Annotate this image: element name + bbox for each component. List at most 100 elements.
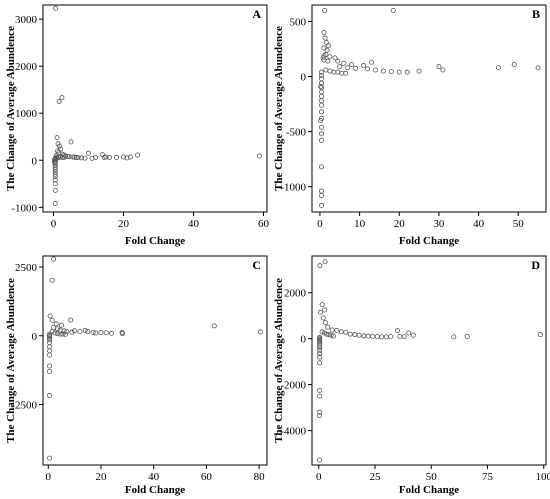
- panel-a-data-point: [61, 154, 67, 160]
- panel-a-data-point: [52, 169, 58, 175]
- panel-c-data-point: [72, 328, 78, 334]
- panel-d-data-point: [317, 348, 323, 354]
- panel-a-data-point: [52, 159, 58, 165]
- panel-b-data-point: [319, 164, 325, 170]
- panel-d-data-point: [537, 332, 543, 338]
- panel-a-data-point: [65, 153, 71, 159]
- panel-d-x-axis-label: Fold Change: [399, 484, 459, 496]
- panel-a-data-point: [86, 150, 92, 156]
- panel-b-data-point: [535, 65, 541, 71]
- panel-b-data-point: [320, 55, 326, 61]
- panel-c-data-point: [53, 321, 59, 327]
- panel-d-x-tick-label: 100: [536, 471, 550, 483]
- panel-a-data-point: [75, 155, 81, 161]
- panel-c-data-point: [47, 313, 53, 319]
- panel-a-data-point: [54, 135, 60, 141]
- panel-c-label: C: [252, 258, 261, 272]
- panel-a-label: A: [252, 7, 261, 21]
- panel-a-data-point: [70, 154, 76, 160]
- panel-d-x-tick-label: 75: [482, 471, 494, 483]
- panel-d-data-point: [347, 331, 353, 337]
- panel-b-data-point: [368, 59, 374, 65]
- panel-b-data-point: [388, 69, 394, 75]
- panel-d-data-point: [317, 413, 323, 419]
- panel-a-data-point: [124, 155, 130, 161]
- panel-d-y-tick-label: 2000: [284, 288, 307, 300]
- panel-b-y-tick-label: -1000: [280, 182, 306, 194]
- panel-d-data-point: [325, 324, 331, 330]
- panel-b-data-point: [319, 93, 325, 99]
- panel-c-data-point: [211, 323, 217, 329]
- panel-c-data-point: [103, 330, 109, 336]
- panel-b-data-point: [390, 8, 396, 14]
- panel-a-x-tick-label: 60: [258, 218, 270, 230]
- panel-b-x-tick-label: 40: [473, 218, 485, 230]
- panel-b-y-tick-label: -500: [286, 127, 307, 139]
- panel-c-x-tick-label: 60: [201, 471, 213, 483]
- panel-c-data-point: [47, 455, 53, 461]
- panel-b: 0 10 20 30 40 50 -1000 -500 0 500 B Fold Change The …: [273, 4, 547, 247]
- panel-a-data-point: [68, 139, 74, 145]
- panel-b-x-tick-label: 20: [394, 218, 406, 230]
- panel-b-y-axis-label: The Change of Average Abundence: [273, 26, 285, 191]
- panel-c-data-point: [47, 392, 53, 398]
- panel-d-data-point: [388, 334, 394, 340]
- panel-b-data-point: [319, 109, 325, 115]
- panel-b-data-point: [495, 65, 501, 71]
- panel-d-data-point: [401, 334, 407, 340]
- panel-b-data-point: [326, 43, 332, 49]
- panel-b-label: B: [532, 7, 540, 21]
- panel-b-data-point: [353, 65, 359, 71]
- panel-b-data-point: [319, 131, 325, 137]
- panel-a-data-point: [134, 152, 140, 158]
- panel-b-data-point: [319, 89, 325, 95]
- panel-b-x-tick-label: 50: [513, 218, 525, 230]
- panel-d-frame: [311, 255, 547, 466]
- panel-c-data-point: [47, 363, 53, 369]
- panel-c-y-tick-label: 2500: [15, 262, 38, 274]
- panel-d-data-point: [324, 331, 330, 337]
- panel-b-data-point: [318, 118, 324, 124]
- panel-b-data-point: [337, 64, 343, 70]
- panel-b-data-point: [327, 68, 333, 74]
- panel-d-data-point: [322, 259, 328, 265]
- panel-d-x-tick-label: 50: [426, 471, 438, 483]
- panel-d-data-point: [338, 329, 344, 335]
- panel-c-data-point: [257, 329, 263, 335]
- panel-b-data-point: [319, 192, 325, 198]
- panel-c: 0 20 40 60 80 -2500 0 2500 C Fold Change The Chang…: [5, 255, 268, 496]
- panel-d-data-point: [410, 332, 416, 338]
- panel-d-data-point: [329, 327, 335, 333]
- panel-c-data-point: [47, 352, 53, 358]
- panel-d-data-point: [334, 327, 340, 333]
- panel-d-x-tick-label: 0: [316, 471, 322, 483]
- panel-a-data-point: [107, 154, 113, 160]
- panel-a-x-tick-label: 0: [51, 218, 57, 230]
- panel-d-data-point: [317, 351, 323, 357]
- panel-d-data-point: [317, 354, 323, 360]
- panel-b-data-point: [319, 188, 325, 194]
- panel-d-y-tick-label: 0: [301, 334, 307, 346]
- panel-c-data-point: [47, 333, 53, 339]
- panel-c-data-point: [64, 329, 70, 335]
- panel-b-data-point: [341, 60, 347, 66]
- panel-c-data-point: [47, 348, 53, 354]
- panel-b-data-point: [404, 69, 410, 75]
- panel-d-data-point: [321, 307, 327, 313]
- panel-d-data-point: [328, 332, 334, 338]
- panel-c-data-point: [47, 335, 53, 341]
- panel-b-data-point: [319, 72, 325, 78]
- panel-c-data-point: [49, 329, 55, 335]
- panel-c-data-point: [58, 322, 64, 328]
- panel-c-x-tick-label: 0: [46, 471, 52, 483]
- panel-b-x-tick-label: 0: [317, 218, 323, 230]
- panel-b-data-point: [396, 69, 402, 75]
- panel-b-data-point: [319, 124, 325, 130]
- panel-d-data-point: [365, 333, 371, 339]
- panel-a-y-axis-label: The Change of Average Abundence: [5, 26, 17, 191]
- panel-d-data-point: [326, 332, 332, 338]
- panel-d-data-point: [317, 345, 323, 351]
- panel-d-data-point: [317, 457, 323, 463]
- panel-c-data-point: [47, 368, 53, 374]
- panel-b-data-point: [319, 69, 325, 75]
